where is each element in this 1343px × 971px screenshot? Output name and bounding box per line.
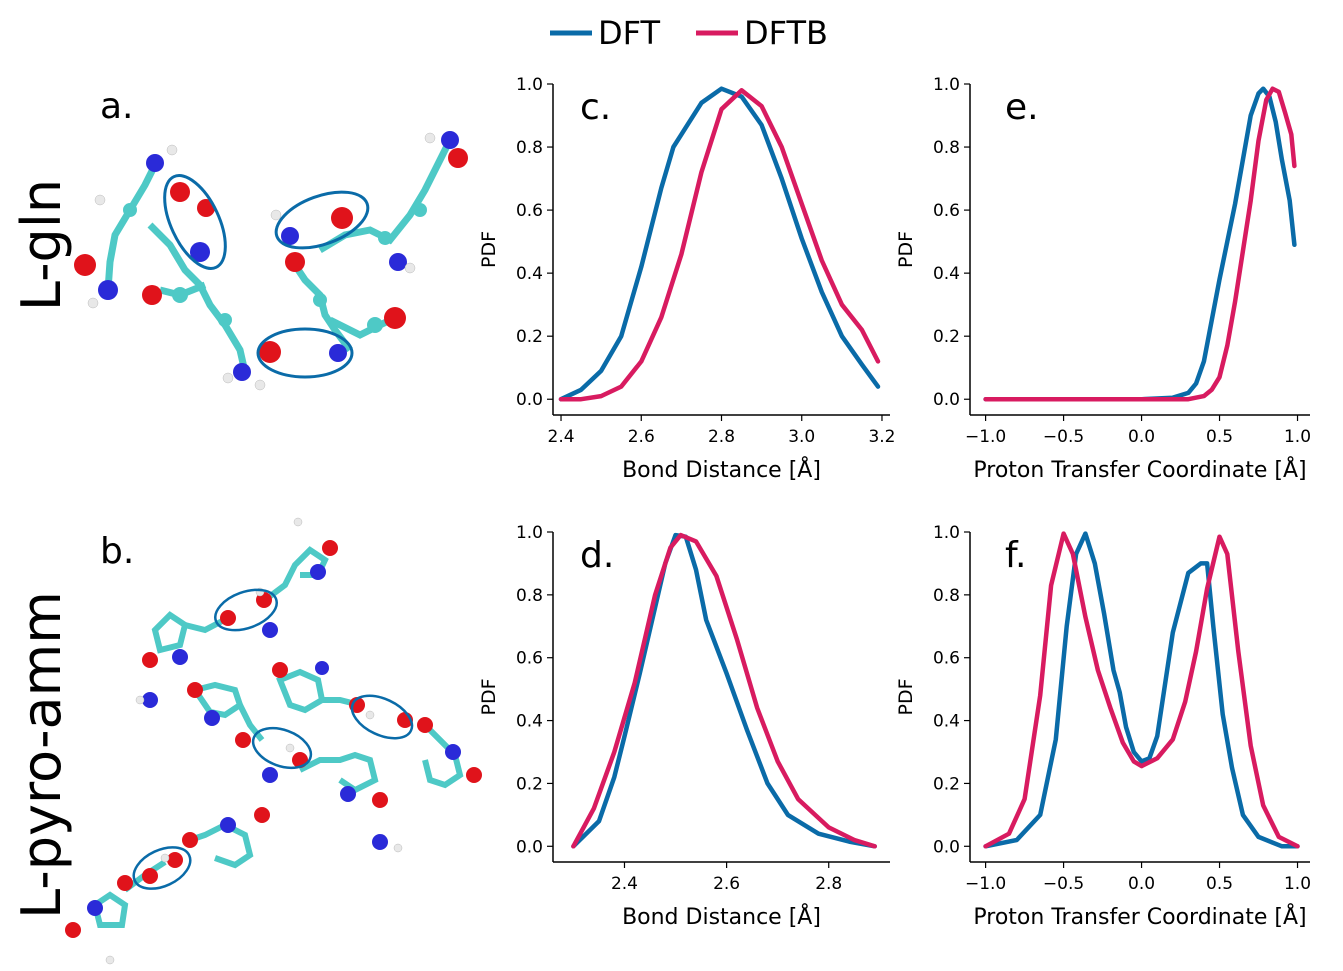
row-label-l-pyro-amm: L-pyro-amm [10, 591, 73, 919]
y-tick-label-d: 0.2 [516, 774, 543, 794]
y-tick-label-c: 1.0 [516, 75, 543, 95]
y-axis-label-f: PDF [895, 678, 917, 715]
legend-label-dftb: DFTB [744, 14, 828, 52]
y-axis-label-d: PDF [478, 678, 500, 715]
panel-letter-f: f. [1005, 535, 1027, 576]
y-tick-label-f: 0.6 [933, 649, 960, 669]
x-axis-label-f: Proton Transfer Coordinate [Å] [973, 903, 1306, 930]
atoms-l-pyro-amm [65, 517, 482, 965]
chart-panel-e: −1.0 −0.5 0.0 0.5 1.0 0.0 0.2 0.4 0.6 0.8 1.0 Proto… [895, 75, 1311, 483]
y-tick-label-d: 0.8 [516, 586, 543, 606]
y-tick-label-d: 0.6 [516, 649, 543, 669]
x-tick-label-f: −0.5 [1043, 874, 1084, 894]
molecule-structure-l-pyro-amm [91, 546, 464, 928]
y-tick-label-c: 0.0 [516, 390, 543, 410]
series-line-dftb-e [983, 86, 1297, 402]
chart-panel-d: 2.4 2.6 2.8 0.0 0.2 0.4 0.6 0.8 1.0 Bond Distance… [478, 523, 890, 930]
series-line-dftb-f [983, 531, 1300, 849]
molecule-panel-b: b. [65, 517, 482, 965]
y-tick-label-d: 0.4 [516, 712, 543, 732]
y-tick-label-f: 0.2 [933, 774, 960, 794]
x-tick-label-c: 3.2 [868, 427, 895, 447]
series-line-dftb-d [571, 532, 877, 849]
x-tick-label-d: 2.6 [713, 874, 740, 894]
x-tick-label-c: 2.8 [708, 427, 735, 447]
chart-panel-f: −1.0 −0.5 0.0 0.5 1.0 0.0 0.2 0.4 0.6 0.8 1.0 Proto… [895, 523, 1311, 930]
chart-panel-c: 2.4 2.6 2.8 3.0 3.2 0.0 0.2 0.4 0.6 0.8 1.0 Bond Di… [478, 75, 895, 483]
series-line-dft-e [983, 86, 1297, 402]
series-line-dft-c [558, 86, 881, 402]
panel-letter-b: b. [100, 531, 134, 572]
molecule-panel-a: a. [74, 86, 468, 391]
y-tick-label-f: 0.4 [933, 712, 960, 732]
highlight-ellipses-l-pyro-amm [132, 588, 414, 890]
x-axis-label-e: Proton Transfer Coordinate [Å] [973, 456, 1306, 483]
x-tick-label-c: 2.4 [548, 427, 575, 447]
legend-label-dft: DFT [598, 14, 660, 52]
y-tick-label-e: 0.8 [933, 138, 960, 158]
x-tick-label-f: 1.0 [1284, 874, 1311, 894]
x-axis-label-d: Bond Distance [Å] [622, 903, 821, 930]
panel-letter-c: c. [580, 87, 611, 128]
y-tick-label-d: 0.0 [516, 837, 543, 857]
x-tick-label-c: 2.6 [628, 427, 655, 447]
y-tick-label-c: 0.4 [516, 264, 543, 284]
y-tick-label-e: 0.2 [933, 327, 960, 347]
y-tick-label-c: 0.8 [516, 138, 543, 158]
x-tick-label-f: 0.0 [1128, 874, 1155, 894]
x-tick-label-e: 0.0 [1128, 427, 1155, 447]
y-tick-label-e: 0.0 [933, 390, 960, 410]
y-axis-label-e: PDF [895, 231, 917, 268]
series-line-dftb-c [558, 88, 881, 402]
x-tick-label-e: −1.0 [965, 427, 1006, 447]
legend: DFT DFTB [550, 14, 828, 52]
series-line-dft-f [983, 531, 1300, 849]
y-tick-label-e: 0.6 [933, 201, 960, 221]
y-tick-label-f: 0.0 [933, 837, 960, 857]
x-tick-label-d: 2.4 [611, 874, 638, 894]
atoms-l-gln [74, 131, 468, 391]
x-tick-label-e: 0.5 [1206, 427, 1233, 447]
y-tick-label-c: 0.6 [516, 201, 543, 221]
x-tick-label-c: 3.0 [788, 427, 815, 447]
panel-letter-d: d. [580, 535, 614, 576]
y-tick-label-e: 0.4 [933, 264, 960, 284]
panel-letter-a: a. [100, 86, 134, 127]
x-tick-label-d: 2.8 [815, 874, 842, 894]
y-tick-label-e: 1.0 [933, 75, 960, 95]
y-tick-label-c: 0.2 [516, 327, 543, 347]
panel-letter-e: e. [1005, 87, 1039, 128]
x-tick-label-f: 0.5 [1206, 874, 1233, 894]
x-tick-label-f: −1.0 [965, 874, 1006, 894]
y-axis-label-c: PDF [478, 231, 500, 268]
y-tick-label-d: 1.0 [516, 523, 543, 543]
x-tick-label-e: −0.5 [1043, 427, 1084, 447]
y-tick-label-f: 1.0 [933, 523, 960, 543]
x-tick-label-e: 1.0 [1284, 427, 1311, 447]
row-label-l-gln: L-gln [10, 179, 73, 311]
series-line-dft-d [571, 532, 877, 849]
y-tick-label-f: 0.8 [933, 586, 960, 606]
x-axis-label-c: Bond Distance [Å] [622, 456, 821, 483]
highlight-ellipses-l-gln [163, 174, 370, 379]
